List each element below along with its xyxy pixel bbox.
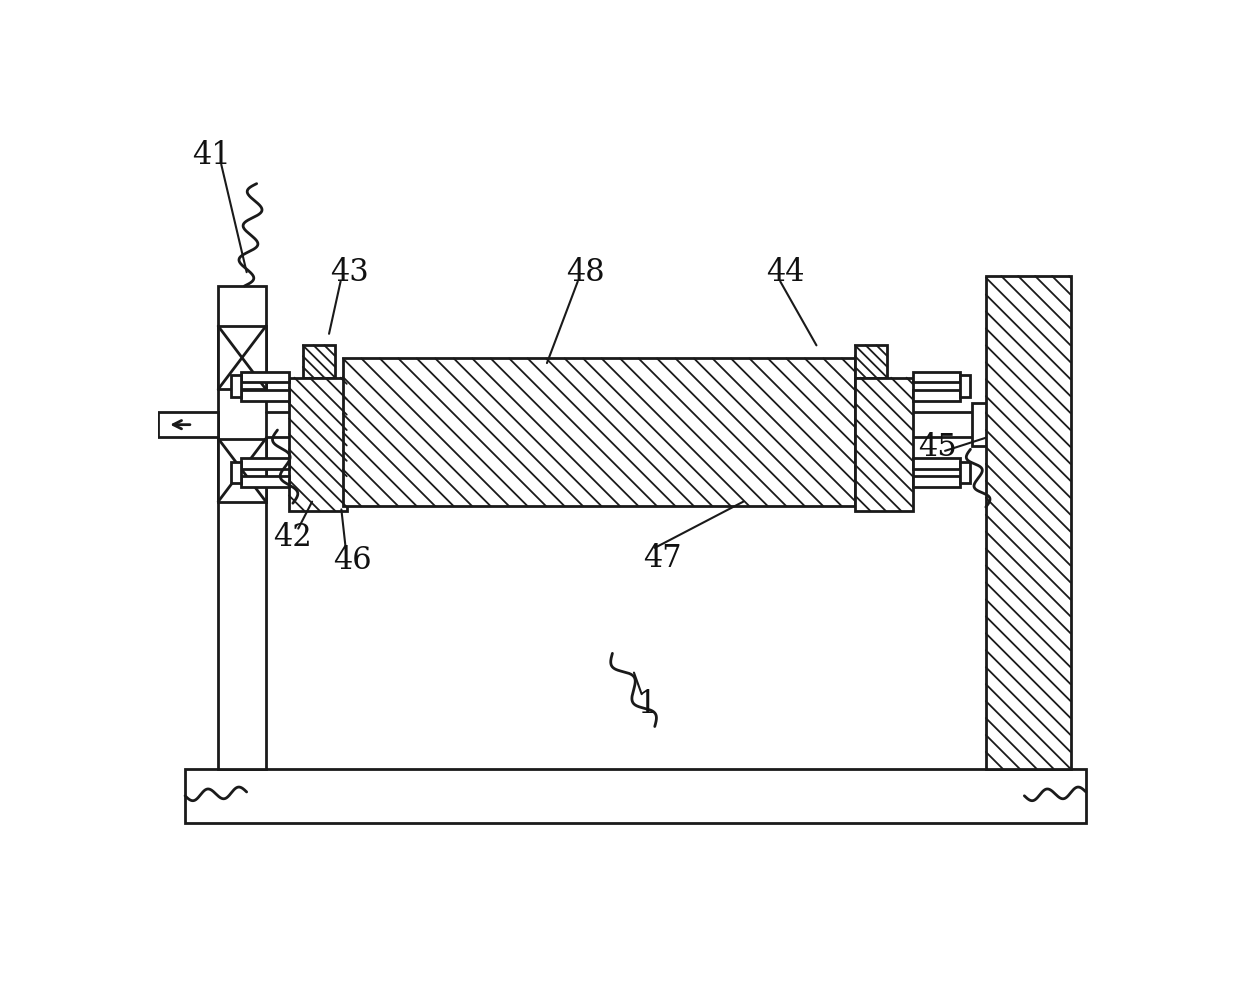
Text: 46: 46 bbox=[332, 546, 372, 576]
Bar bbox=[854, 346, 888, 377]
Text: 41: 41 bbox=[192, 140, 232, 170]
Text: 1: 1 bbox=[637, 690, 657, 720]
Bar bbox=[218, 286, 265, 769]
Bar bbox=[218, 326, 265, 389]
Bar bbox=[289, 377, 347, 511]
Bar bbox=[986, 276, 1070, 769]
Text: 48: 48 bbox=[567, 257, 605, 288]
Text: 44: 44 bbox=[766, 257, 805, 288]
Bar bbox=[242, 371, 289, 382]
Bar bbox=[961, 462, 971, 484]
Bar bbox=[231, 375, 242, 397]
Bar bbox=[854, 377, 913, 511]
Bar bbox=[185, 769, 1086, 822]
Text: 43: 43 bbox=[330, 257, 368, 288]
Text: 47: 47 bbox=[644, 543, 682, 574]
Bar bbox=[913, 371, 961, 382]
Bar bbox=[242, 458, 289, 469]
Bar bbox=[242, 477, 289, 487]
Text: 42: 42 bbox=[274, 522, 312, 554]
Bar bbox=[913, 458, 961, 469]
Bar bbox=[231, 462, 242, 484]
Bar bbox=[303, 346, 335, 377]
Bar bbox=[343, 359, 854, 506]
Bar bbox=[972, 403, 1028, 446]
Bar bbox=[913, 477, 961, 487]
Bar bbox=[961, 375, 971, 397]
Bar bbox=[242, 390, 289, 401]
Bar bbox=[218, 438, 265, 501]
Bar bbox=[157, 413, 218, 437]
Text: 45: 45 bbox=[918, 432, 957, 463]
Bar bbox=[913, 390, 961, 401]
